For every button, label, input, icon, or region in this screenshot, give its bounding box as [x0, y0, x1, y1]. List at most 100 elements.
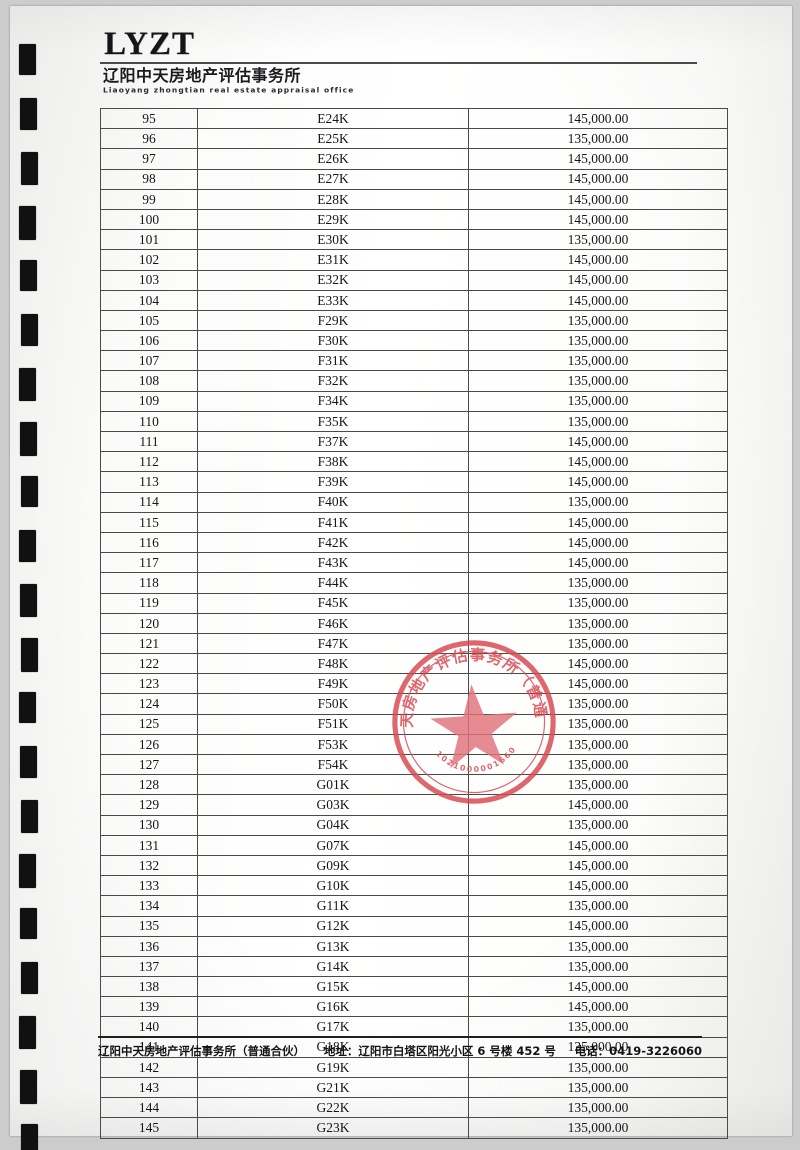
cell-value: 145,000.00 [468, 471, 728, 493]
table-row: 107 F31K 135,000.00 [100, 350, 728, 372]
binding-mark [18, 854, 36, 888]
cell-unit: G03K [197, 794, 469, 816]
table-row: 137 G14K 135,000.00 [100, 955, 728, 978]
footer-divider [98, 1036, 702, 1038]
cell-value: 145,000.00 [468, 653, 728, 675]
cell-value: 145,000.00 [468, 269, 728, 291]
cell-index: 138 [100, 976, 198, 998]
cell-value: 145,000.00 [468, 834, 728, 856]
table-row: 124 F50K 135,000.00 [100, 693, 728, 715]
appraisal-table-container: 95 E24K 145,000.00 96 E25K 135,000.00 97 E26K 14… [100, 107, 728, 1139]
cell-index: 96 [100, 128, 198, 150]
table-row: 103 E32K 145,000.00 [100, 269, 728, 291]
cell-value: 135,000.00 [468, 128, 728, 150]
cell-index: 134 [100, 895, 198, 917]
table-row: 109 F34K 135,000.00 [100, 390, 728, 412]
table-row: 111 F37K 145,000.00 [100, 430, 728, 453]
cell-index: 127 [100, 753, 198, 776]
cell-index: 100 [100, 208, 198, 231]
cell-unit: G11K [197, 895, 469, 917]
table-row: 138 G15K 145,000.00 [100, 976, 728, 998]
cell-unit: G17K [197, 1016, 469, 1038]
cell-unit: F53K [197, 733, 469, 756]
cell-unit: G22K [197, 1097, 469, 1119]
cell-index: 106 [100, 330, 198, 352]
cell-index: 122 [100, 653, 198, 675]
cell-unit: G23K [197, 1117, 469, 1139]
cell-value: 145,000.00 [468, 289, 728, 311]
footer-phone: 电话：0419-3226060 [574, 1044, 702, 1058]
table-row: 120 F46K 135,000.00 [100, 612, 728, 634]
cell-unit: E26K [197, 148, 469, 170]
cell-unit: F51K [197, 713, 469, 735]
cell-value: 145,000.00 [468, 107, 728, 130]
cell-unit: F48K [197, 653, 469, 675]
cell-index: 126 [100, 733, 198, 756]
cell-value: 135,000.00 [468, 410, 728, 433]
cell-unit: E27K [197, 168, 469, 190]
cell-value: 135,000.00 [468, 895, 728, 917]
binding-mark [21, 476, 39, 507]
cell-index: 121 [100, 632, 198, 655]
cell-value: 145,000.00 [468, 875, 728, 897]
table-row: 142 G19K 135,000.00 [100, 1056, 728, 1079]
cell-value: 135,000.00 [468, 390, 728, 412]
binding-mark [20, 422, 37, 456]
binding-mark [21, 314, 39, 346]
cell-index: 98 [100, 168, 198, 190]
cell-unit: G21K [197, 1076, 469, 1099]
cell-value: 135,000.00 [468, 1076, 728, 1099]
table-row: 121 F47K 135,000.00 [100, 632, 728, 655]
cell-value: 135,000.00 [468, 733, 728, 756]
cell-value: 145,000.00 [468, 996, 728, 1018]
cell-value: 135,000.00 [468, 330, 728, 352]
cell-index: 113 [100, 471, 198, 493]
table-row: 133 G10K 145,000.00 [100, 875, 728, 897]
letterhead: LYZT 辽阳中天房地产评估事务所 Liaoyang zhongtian rea… [100, 28, 710, 95]
table-row: 126 F53K 135,000.00 [100, 733, 728, 756]
cell-index: 136 [100, 935, 198, 957]
cell-index: 103 [100, 269, 198, 291]
cell-value: 145,000.00 [468, 552, 728, 574]
cell-value: 145,000.00 [468, 511, 728, 533]
cell-index: 130 [100, 814, 198, 836]
cell-index: 131 [100, 834, 198, 856]
table-row: 97 E26K 145,000.00 [100, 148, 728, 170]
table-row: 115 F41K 145,000.00 [100, 511, 728, 533]
cell-value: 135,000.00 [468, 955, 728, 978]
cell-value: 135,000.00 [468, 572, 728, 594]
binding-mark [21, 1124, 39, 1150]
table-row: 125 F51K 135,000.00 [100, 713, 728, 735]
binding-mark [20, 908, 37, 939]
binding-mark [20, 98, 37, 130]
cell-unit: F47K [197, 632, 469, 655]
cell-value: 135,000.00 [468, 229, 728, 251]
cell-value: 145,000.00 [468, 168, 728, 190]
cell-index: 110 [100, 410, 198, 433]
letterhead-divider [100, 62, 697, 64]
cell-value: 145,000.00 [468, 188, 728, 210]
cell-unit: F37K [197, 430, 469, 453]
cell-index: 101 [100, 229, 198, 251]
cell-index: 112 [100, 451, 198, 473]
cell-value: 145,000.00 [468, 148, 728, 170]
table-row: 122 F48K 145,000.00 [100, 653, 728, 675]
table-row: 96 E25K 135,000.00 [100, 128, 728, 150]
cell-index: 119 [100, 592, 198, 614]
cell-value: 135,000.00 [468, 612, 728, 634]
cell-value: 145,000.00 [468, 451, 728, 473]
table-row: 131 G07K 145,000.00 [100, 834, 728, 856]
table-row: 132 G09K 145,000.00 [100, 854, 728, 877]
cell-index: 99 [100, 188, 198, 210]
cell-index: 140 [100, 1016, 198, 1038]
cell-unit: F32K [197, 370, 469, 392]
appraisal-table-body: 95 E24K 145,000.00 96 E25K 135,000.00 97 E26K 14… [100, 107, 728, 1139]
cell-unit: F34K [197, 390, 469, 412]
cell-value: 145,000.00 [468, 854, 728, 877]
cell-index: 145 [100, 1117, 198, 1139]
table-row: 135 G12K 145,000.00 [100, 915, 728, 937]
company-name-cn: 辽阳中天房地产评估事务所 [103, 66, 302, 85]
table-row: 129 G03K 145,000.00 [100, 794, 728, 816]
cell-value: 145,000.00 [468, 249, 728, 271]
